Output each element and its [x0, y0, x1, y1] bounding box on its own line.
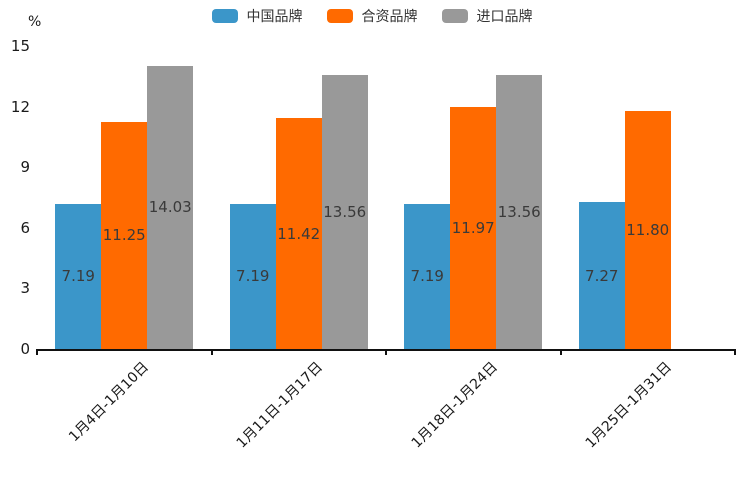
bar-value-label: 7.19 — [61, 267, 95, 286]
bar-value-label: 11.97 — [451, 219, 495, 238]
legend-swatch-icon — [441, 9, 468, 23]
legend-item[interactable]: 合资品牌 — [326, 6, 418, 26]
x-axis-label: 1月25日-1月31日 — [582, 359, 676, 452]
bar-value-label: 7.19 — [410, 267, 444, 286]
y-tick-label: 12 — [10, 97, 30, 116]
bar-value-label: 7.27 — [585, 266, 619, 285]
x-axis-tick — [36, 349, 38, 355]
bar[interactable] — [404, 203, 451, 349]
x-axis-tick — [559, 349, 562, 355]
chart-legend: 中国品牌 合资品牌 进口品牌 — [0, 6, 744, 26]
bar-value-label: 13.56 — [323, 203, 367, 222]
x-axis-label: 1月4日-1月10日 — [65, 359, 152, 446]
legend-swatch-icon — [211, 9, 238, 23]
bar[interactable] — [275, 118, 322, 349]
y-tick-label: 15 — [10, 37, 30, 55]
bar[interactable] — [147, 65, 194, 349]
bar[interactable] — [624, 110, 671, 349]
legend-item-label: 中国品牌 — [246, 9, 303, 25]
bar-value-label: 14.03 — [148, 198, 192, 217]
bar[interactable] — [450, 107, 497, 349]
bar-value-label: 11.42 — [277, 224, 321, 243]
bar[interactable] — [229, 203, 276, 349]
bar-value-label: 7.19 — [236, 267, 270, 286]
x-axis-label: 1月18日-1月24日 — [408, 359, 501, 452]
legend-item[interactable]: 进口品牌 — [441, 6, 533, 26]
x-axis-tick — [385, 349, 387, 355]
x-axis-label: 1月11日-1月17日 — [233, 359, 327, 452]
legend-item-label: 合资品牌 — [361, 9, 418, 25]
bar[interactable] — [321, 75, 368, 349]
bar[interactable] — [55, 203, 102, 349]
bar[interactable] — [101, 121, 148, 349]
y-tick-label: 3 — [20, 279, 30, 298]
y-tick-label: 0 — [20, 340, 30, 358]
legend-item-label: 进口品牌 — [476, 9, 533, 25]
x-axis-tick — [734, 349, 736, 355]
bar-value-label: 11.25 — [102, 226, 146, 245]
y-tick-label: 9 — [20, 158, 30, 177]
legend-swatch-icon — [326, 9, 353, 23]
y-axis-unit-label: % — [28, 14, 42, 30]
legend-item[interactable]: 中国品牌 — [211, 6, 303, 26]
bar-value-label: 13.56 — [497, 203, 541, 222]
bar[interactable] — [496, 75, 543, 349]
y-tick-label: 6 — [20, 218, 30, 237]
bar-value-label: 11.80 — [626, 220, 670, 239]
bar[interactable] — [578, 202, 625, 349]
x-axis-tick — [210, 349, 213, 355]
